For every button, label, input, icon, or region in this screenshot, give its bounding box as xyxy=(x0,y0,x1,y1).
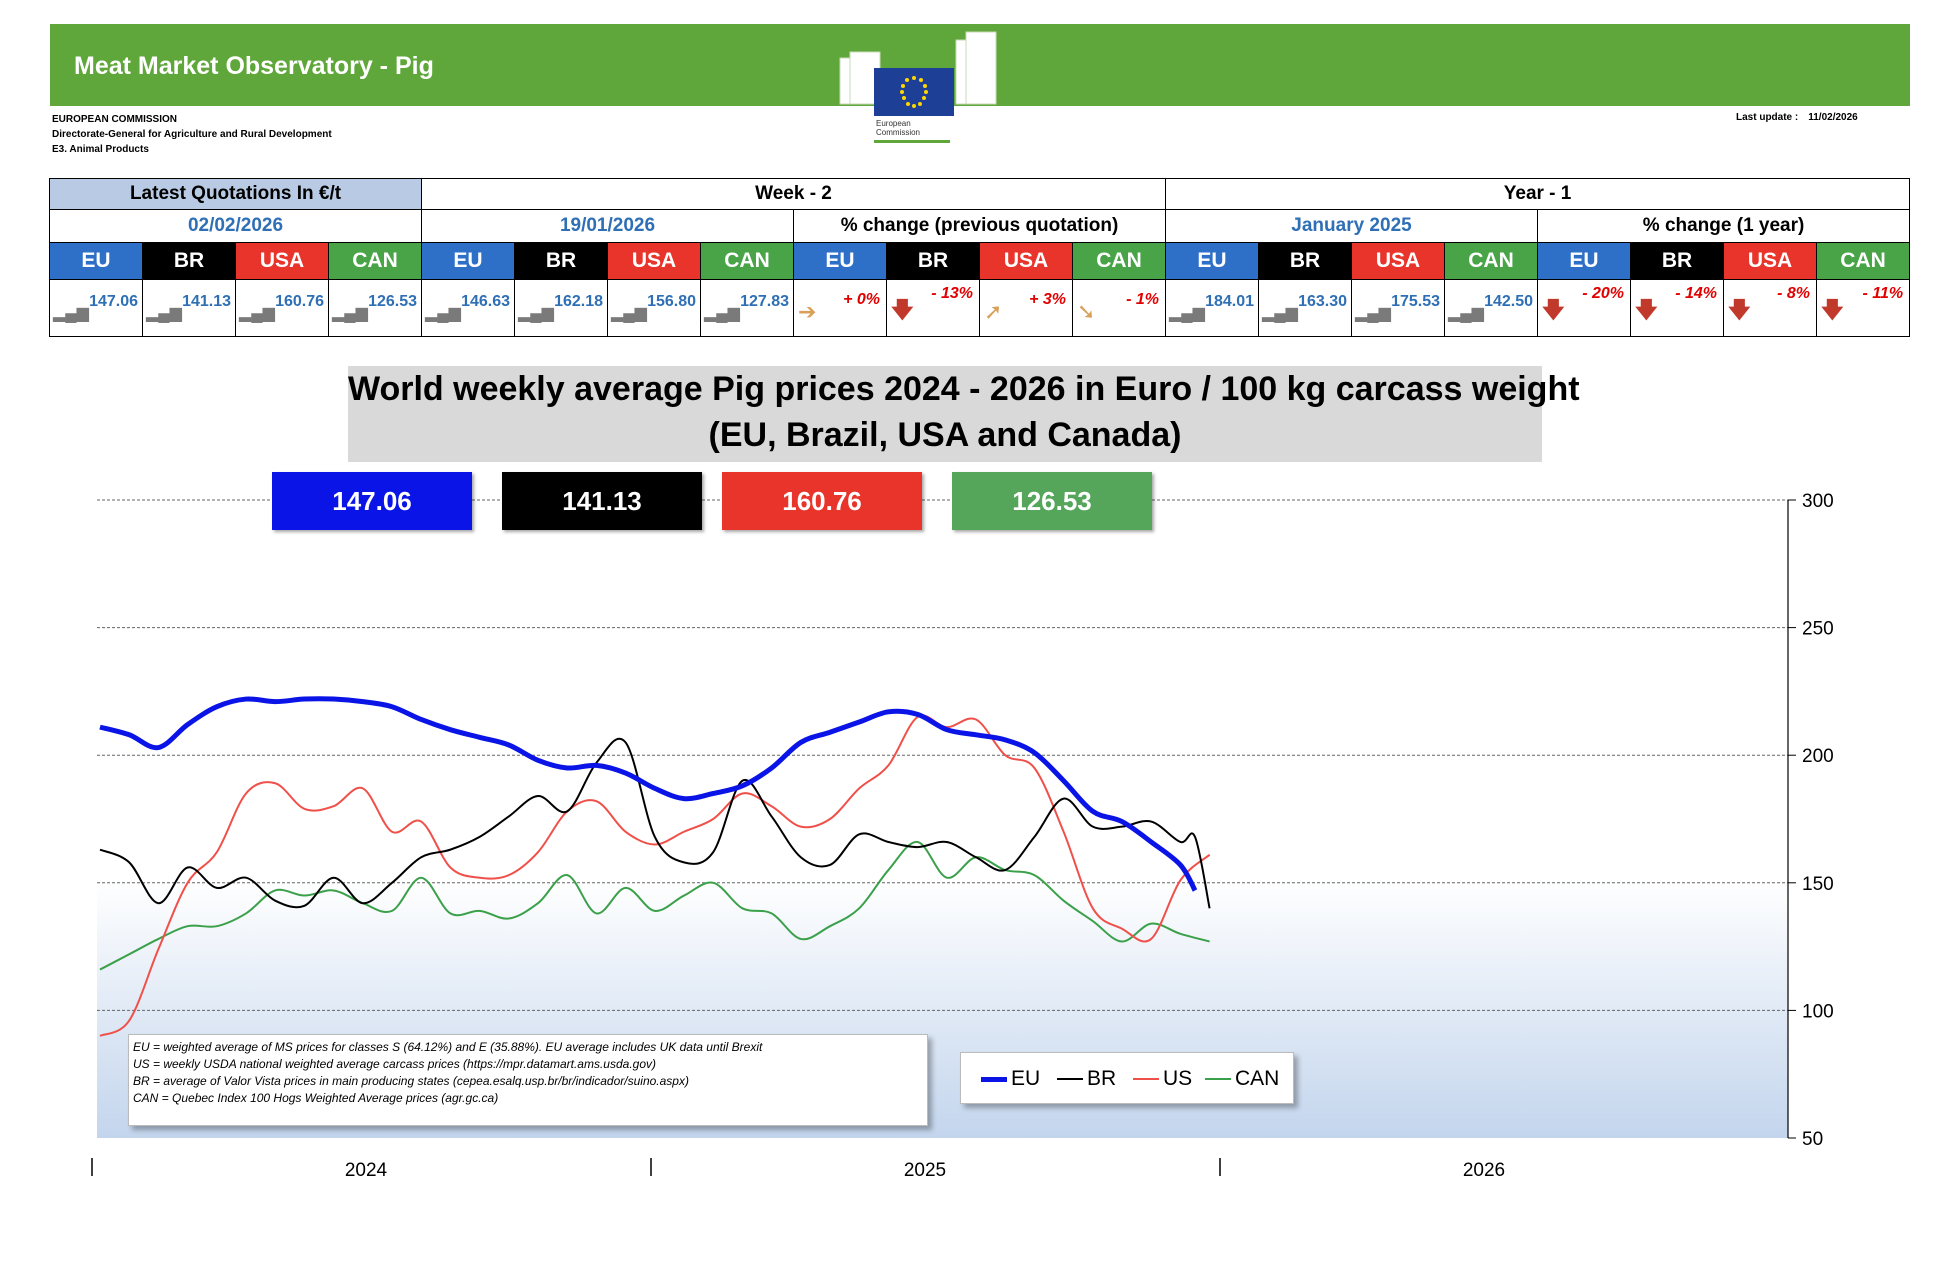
page-title: Meat Market Observatory - Pig xyxy=(74,52,434,80)
br-value-box: 141.13 xyxy=(502,472,702,530)
arrow-right-icon: ➔ xyxy=(798,299,817,324)
legend-eu: EU xyxy=(981,1067,1040,1091)
arrow-down-icon: 🡇 xyxy=(1728,297,1751,322)
chart-legend: EU BR US CAN xyxy=(960,1052,1294,1104)
week-header: Week - 2 xyxy=(421,178,1166,210)
y-tick-label: 250 xyxy=(1802,619,1834,640)
chart-title: World weekly average Pig prices 2024 - 2… xyxy=(348,366,1580,462)
legend-br: BR xyxy=(1057,1067,1116,1091)
bars-icon: ▂▄▆ xyxy=(332,305,368,322)
legend-can: CAN xyxy=(1205,1067,1279,1091)
x-tick-label: 2026 xyxy=(1463,1160,1505,1181)
eu-value-box: 147.06 xyxy=(272,472,472,530)
bars-icon: ▂▄▆ xyxy=(146,305,182,322)
arrow-down-icon: 🡇 xyxy=(1542,297,1565,322)
bars-icon: ▂▄▆ xyxy=(239,305,275,322)
arrow-up-right-icon: ➚ xyxy=(984,299,1003,324)
latest-quotations-header: Latest Quotations In €/t xyxy=(49,178,422,210)
arrow-down-right-icon: ➘ xyxy=(1077,299,1096,324)
bars-icon: ▂▄▆ xyxy=(518,305,554,322)
us-value-box: 160.76 xyxy=(722,472,922,530)
bars-icon: ▂▄▆ xyxy=(1448,305,1484,322)
can-value-box: 126.53 xyxy=(952,472,1152,530)
series-lines xyxy=(99,696,1211,1037)
last-update: Last update :11/02/2026 xyxy=(1736,112,1858,123)
organization-info: EUROPEAN COMMISSION Directorate-General … xyxy=(52,114,332,155)
bars-icon: ▂▄▆ xyxy=(704,305,740,322)
latest-date: 02/02/2026 xyxy=(49,209,422,243)
arrow-down-icon: 🡇 xyxy=(891,297,914,322)
series-line-br xyxy=(99,737,1211,909)
legend-us: US xyxy=(1133,1067,1192,1091)
x-tick-label: 2025 xyxy=(904,1160,946,1181)
y-tick-label: 50 xyxy=(1802,1129,1823,1150)
arrow-down-icon: 🡇 xyxy=(1821,297,1844,322)
series-line-can xyxy=(99,840,1210,971)
bars-icon: ▂▄▆ xyxy=(425,305,461,322)
y-tick-label: 300 xyxy=(1802,491,1834,512)
arrow-down-icon: 🡇 xyxy=(1635,297,1658,322)
bars-icon: ▂▄▆ xyxy=(611,305,647,322)
x-tick-label: 2024 xyxy=(345,1160,388,1181)
y-tick-label: 150 xyxy=(1802,874,1834,895)
region-header-row: EU BR USA CAN EU BR USA CAN EU BR USA CAN EU BR USA… xyxy=(49,242,1911,280)
x-axis-ticks: 2024 2025 2026 xyxy=(91,1158,1505,1181)
bars-icon: ▂▄▆ xyxy=(53,305,89,322)
y-tick-label: 200 xyxy=(1802,746,1834,767)
svg-text:Commission: Commission xyxy=(876,128,920,137)
bars-icon: ▂▄▆ xyxy=(1169,305,1205,322)
european-commission-logo: European Commission xyxy=(839,31,997,143)
source-notes: EU = weighted average of MS prices for c… xyxy=(128,1034,928,1126)
values-row: ▂▄▆ 147.06 ▂▄▆ 141.13 ▂▄▆ 160.76 ▂▄▆ 126.53 … xyxy=(49,279,1911,337)
week-change-header: % change (previous quotation) xyxy=(793,209,1166,243)
svg-text:European: European xyxy=(876,119,911,128)
y-axis-ticks: 50 100 150 200 250 300 xyxy=(1787,491,1834,1150)
y-tick-label: 100 xyxy=(1802,1001,1834,1022)
eu-stars-icon xyxy=(900,76,928,108)
bars-icon: ▂▄▆ xyxy=(1262,305,1298,322)
series-line-eu xyxy=(99,696,1198,892)
bars-icon: ▂▄▆ xyxy=(1355,305,1391,322)
series-line-us xyxy=(99,714,1211,1037)
quotations-table: Latest Quotations In €/t Week - 2 Year -… xyxy=(49,178,1911,337)
